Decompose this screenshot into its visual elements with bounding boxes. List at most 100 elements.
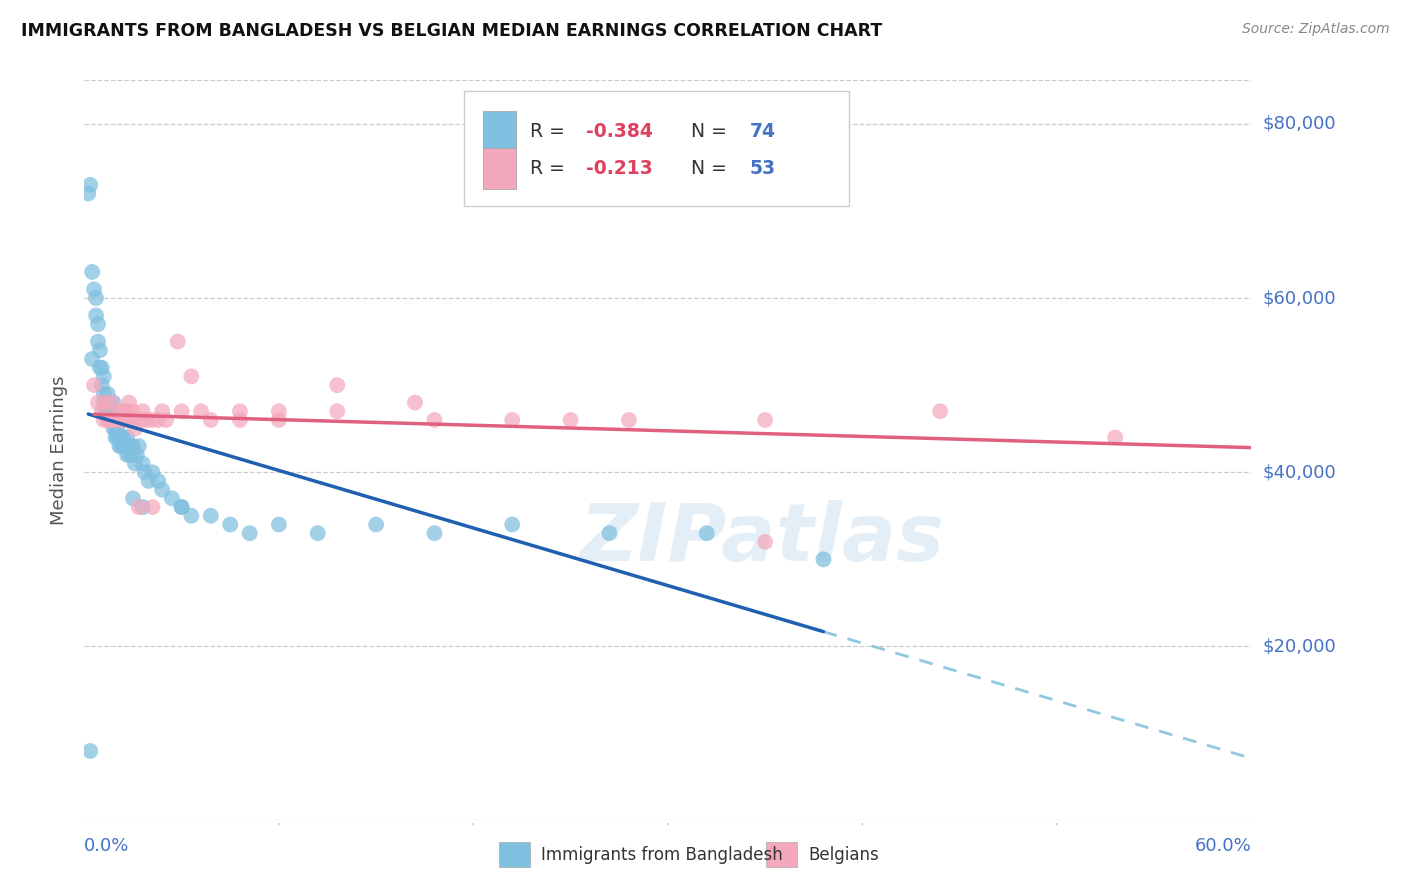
- Point: [107, 413, 129, 427]
- Point: [170, 500, 193, 514]
- Point: [190, 404, 212, 418]
- Point: [132, 413, 155, 427]
- Point: [267, 404, 290, 418]
- Y-axis label: Median Earnings: Median Earnings: [51, 376, 69, 525]
- Point: [110, 439, 132, 453]
- Point: [229, 404, 252, 418]
- Point: [423, 413, 446, 427]
- FancyBboxPatch shape: [766, 842, 797, 867]
- Point: [135, 413, 157, 427]
- Point: [98, 395, 121, 409]
- Point: [696, 526, 718, 541]
- Text: 74: 74: [749, 122, 776, 141]
- Point: [115, 448, 138, 462]
- Point: [93, 395, 115, 409]
- Point: [104, 413, 127, 427]
- Point: [200, 413, 222, 427]
- Point: [94, 395, 117, 409]
- Point: [107, 422, 129, 436]
- Point: [160, 491, 183, 506]
- Point: [103, 395, 125, 409]
- Point: [97, 387, 120, 401]
- Point: [100, 404, 122, 418]
- Text: $20,000: $20,000: [1263, 638, 1336, 656]
- Point: [89, 343, 111, 358]
- Point: [108, 439, 131, 453]
- Point: [122, 404, 145, 418]
- Point: [128, 439, 150, 453]
- Point: [141, 500, 163, 514]
- Point: [122, 448, 145, 462]
- Text: $40,000: $40,000: [1263, 463, 1336, 482]
- Point: [93, 387, 115, 401]
- Point: [122, 439, 145, 453]
- Point: [77, 186, 100, 201]
- Point: [104, 422, 127, 436]
- Point: [166, 334, 188, 349]
- Point: [103, 413, 125, 427]
- Point: [120, 439, 142, 453]
- Text: ZIPatlas: ZIPatlas: [579, 500, 943, 578]
- Point: [79, 744, 101, 758]
- Point: [100, 395, 122, 409]
- Point: [82, 351, 104, 366]
- Point: [617, 413, 640, 427]
- Point: [93, 369, 115, 384]
- Text: Belgians: Belgians: [808, 846, 879, 863]
- Point: [98, 413, 121, 427]
- Point: [404, 395, 426, 409]
- Text: N =: N =: [692, 122, 733, 141]
- Point: [267, 413, 290, 427]
- Point: [141, 413, 163, 427]
- Point: [83, 378, 105, 392]
- FancyBboxPatch shape: [484, 148, 516, 189]
- Point: [108, 404, 131, 418]
- Text: 60.0%: 60.0%: [1195, 838, 1251, 855]
- Point: [104, 413, 127, 427]
- Point: [114, 439, 136, 453]
- Point: [150, 483, 173, 497]
- Point: [79, 178, 101, 192]
- Point: [100, 413, 122, 427]
- Text: $80,000: $80,000: [1263, 115, 1336, 133]
- FancyBboxPatch shape: [484, 112, 516, 153]
- Text: Source: ZipAtlas.com: Source: ZipAtlas.com: [1241, 22, 1389, 37]
- Point: [110, 430, 132, 444]
- Point: [170, 500, 193, 514]
- Text: R =: R =: [530, 122, 571, 141]
- Text: -0.384: -0.384: [586, 122, 652, 141]
- Point: [112, 413, 135, 427]
- Point: [366, 517, 388, 532]
- Point: [98, 413, 121, 427]
- Point: [94, 395, 117, 409]
- Point: [110, 413, 132, 427]
- Point: [122, 491, 145, 506]
- Point: [104, 413, 127, 427]
- Point: [104, 413, 127, 427]
- Text: -0.213: -0.213: [586, 160, 652, 178]
- Text: 53: 53: [749, 160, 776, 178]
- Text: IMMIGRANTS FROM BANGLADESH VS BELGIAN MEDIAN EARNINGS CORRELATION CHART: IMMIGRANTS FROM BANGLADESH VS BELGIAN ME…: [21, 22, 883, 40]
- Point: [501, 517, 523, 532]
- Point: [87, 395, 110, 409]
- Point: [84, 291, 107, 305]
- Point: [90, 404, 112, 418]
- Point: [108, 430, 131, 444]
- Point: [82, 265, 104, 279]
- Point: [229, 413, 252, 427]
- Point: [599, 526, 621, 541]
- Text: R =: R =: [530, 160, 576, 178]
- Point: [200, 508, 222, 523]
- Point: [87, 317, 110, 331]
- Point: [180, 369, 202, 384]
- Point: [97, 413, 120, 427]
- Point: [118, 395, 141, 409]
- Text: N =: N =: [692, 160, 733, 178]
- Point: [122, 413, 145, 427]
- Point: [112, 439, 135, 453]
- Point: [267, 517, 290, 532]
- Point: [813, 552, 835, 566]
- Point: [94, 404, 117, 418]
- Point: [120, 413, 142, 427]
- Point: [124, 422, 146, 436]
